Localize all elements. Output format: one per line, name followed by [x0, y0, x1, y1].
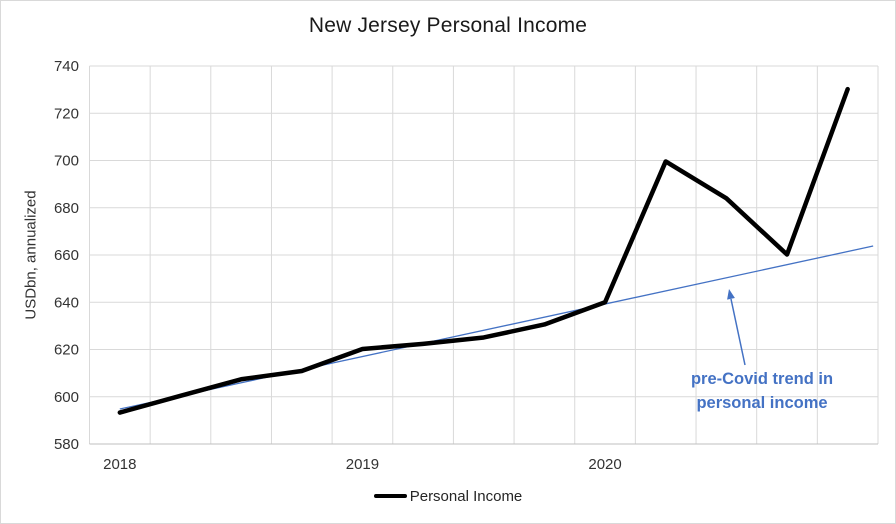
- trend-annotation-line1: pre-Covid trend in: [690, 370, 834, 388]
- pre-covid-trend-line: [119, 245, 874, 410]
- y-tick-label: 580: [54, 436, 79, 453]
- x-tick-label: 2019: [346, 456, 379, 473]
- personal-income-line: [117, 86, 850, 415]
- legend-line-swatch: [373, 493, 407, 499]
- annotation-arrow-head-icon: [727, 289, 735, 300]
- chart-title: New Jersey Personal Income: [308, 14, 588, 37]
- y-tick-label: 660: [54, 247, 79, 264]
- legend: Personal Income: [1, 487, 895, 505]
- y-tick-label: 740: [54, 58, 79, 75]
- y-tick-label: 720: [54, 105, 79, 122]
- annotation-arrow-shaft: [730, 298, 746, 366]
- trend-annotation: pre-Covid trend in personal income: [691, 367, 833, 415]
- y-tick-label: 640: [54, 294, 79, 311]
- y-tick-label: 600: [54, 389, 79, 406]
- y-tick-label: 680: [54, 200, 79, 217]
- trend-annotation-line2: personal income: [696, 394, 828, 412]
- x-tick-label: 2018: [103, 456, 136, 473]
- legend-label: Personal Income: [409, 487, 523, 505]
- x-tick-label: 2020: [588, 456, 621, 473]
- y-tick-label: 700: [54, 153, 79, 170]
- y-tick-label: 620: [54, 342, 79, 359]
